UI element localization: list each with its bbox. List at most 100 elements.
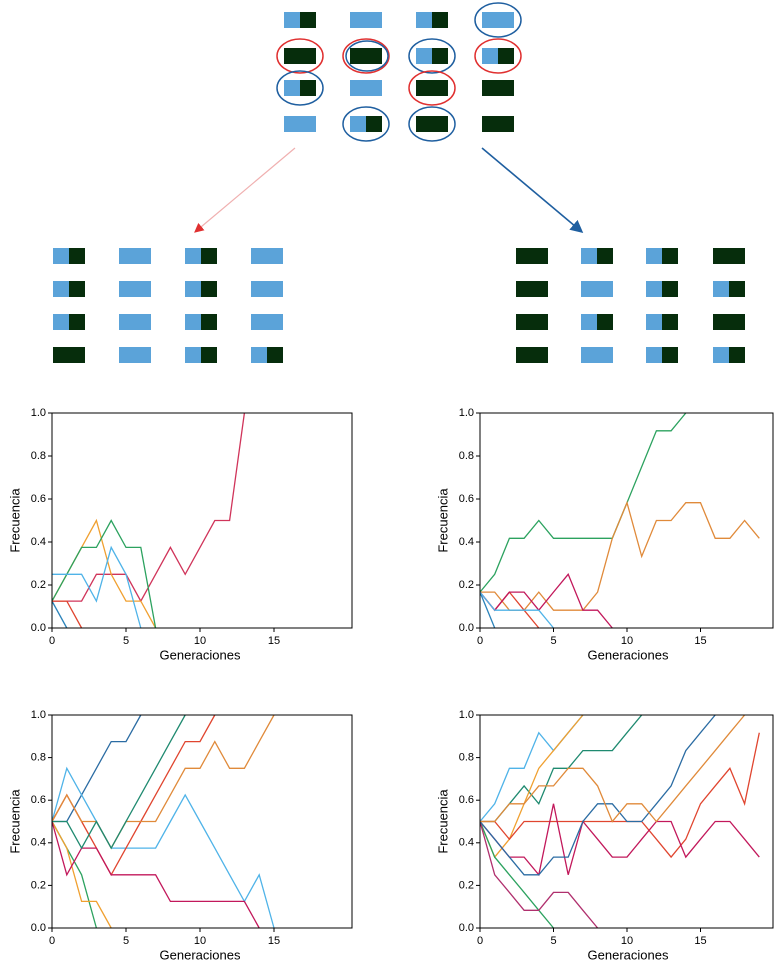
y-tick-label: 1.0: [459, 709, 474, 721]
genotype-Aa-right: [300, 12, 316, 28]
x-axis-label: Generaciones: [160, 647, 241, 662]
y-tick-label: 0.4: [459, 536, 474, 548]
genotype-Aa-right: [662, 248, 678, 264]
y-axis-label: Frecuencia: [7, 488, 22, 553]
x-tick-label: 5: [550, 935, 556, 947]
line-chart: 0510150.00.20.40.60.81.0GeneracionesFrec…: [435, 709, 773, 963]
genotype-Aa-right: [597, 248, 613, 264]
x-tick-label: 10: [194, 635, 206, 647]
genotype-Aa-right: [201, 248, 217, 264]
series-line: [480, 715, 642, 822]
y-tick-label: 0.2: [31, 879, 46, 891]
y-tick-label: 0.0: [31, 622, 46, 634]
y-tick-label: 0.0: [459, 922, 474, 934]
genotype-aa: [416, 116, 448, 132]
series-line: [52, 601, 82, 628]
genotype-AA: [251, 314, 283, 330]
genotype-Aa-right: [597, 314, 613, 330]
genotype-Aa-right: [201, 314, 217, 330]
genotype-Aa-right: [662, 314, 678, 330]
genotype-Aa-left: [185, 248, 201, 264]
x-tick-label: 15: [694, 635, 706, 647]
genotype-Aa-left: [185, 347, 201, 363]
genotype-AA: [251, 248, 283, 264]
genotype-aa: [416, 80, 448, 96]
genotype-aa: [516, 314, 548, 330]
genotype-AA: [119, 281, 151, 297]
genotype-Aa-left: [416, 12, 432, 28]
genotype-Aa-right: [662, 281, 678, 297]
genotype-Aa-right: [432, 12, 448, 28]
genotype-Aa-right: [69, 248, 85, 264]
genotype-Aa-left: [251, 347, 267, 363]
series-line: [52, 822, 259, 929]
genotype-AA: [251, 281, 283, 297]
x-tick-label: 10: [194, 935, 206, 947]
genotype-aa: [53, 347, 85, 363]
y-tick-label: 0.2: [31, 579, 46, 591]
genotype-aa: [516, 248, 548, 264]
genotype-AA: [482, 12, 514, 28]
genotype-Aa-right: [300, 80, 316, 96]
series-line: [52, 547, 141, 628]
series-line: [480, 715, 715, 875]
genotype-Aa-left: [713, 347, 729, 363]
genotype-aa: [516, 281, 548, 297]
x-tick-label: 5: [550, 635, 556, 647]
genotype-AA: [350, 12, 382, 28]
genotype-aa: [713, 248, 745, 264]
y-tick-label: 0.4: [459, 837, 474, 849]
genotype-Aa-right: [366, 116, 382, 132]
x-tick-label: 0: [49, 635, 55, 647]
genotype-AA: [119, 314, 151, 330]
genotype-Aa-left: [646, 314, 662, 330]
x-axis-label: Generaciones: [588, 647, 669, 662]
series-line: [480, 715, 583, 857]
y-tick-label: 0.0: [459, 622, 474, 634]
series-line: [480, 733, 759, 857]
y-tick-label: 0.6: [459, 493, 474, 505]
genotype-Aa-left: [350, 116, 366, 132]
genotype-aa: [284, 48, 316, 64]
x-tick-label: 15: [694, 935, 706, 947]
x-tick-label: 10: [621, 635, 633, 647]
x-tick-label: 0: [477, 935, 483, 947]
y-tick-label: 0.8: [459, 450, 474, 462]
genotype-Aa-left: [416, 48, 432, 64]
genotype-AA: [350, 80, 382, 96]
y-tick-label: 0.0: [31, 922, 46, 934]
genotype-AA: [119, 347, 151, 363]
genotype-Aa-left: [284, 12, 300, 28]
genotype-AA: [581, 347, 613, 363]
genotype-Aa-right: [662, 347, 678, 363]
series-line: [480, 413, 686, 592]
series-line: [480, 592, 495, 628]
y-tick-label: 0.8: [31, 752, 46, 764]
y-axis-label: Frecuencia: [435, 488, 450, 553]
genotype-Aa-right: [729, 347, 745, 363]
genotype-Aa-right: [201, 347, 217, 363]
arrow-left: [195, 148, 295, 232]
y-tick-label: 1.0: [31, 709, 46, 721]
y-tick-label: 0.6: [459, 794, 474, 806]
series-line: [52, 413, 244, 601]
genotype-Aa-left: [482, 48, 498, 64]
y-tick-label: 0.2: [459, 879, 474, 891]
genotype-Aa-left: [185, 281, 201, 297]
x-tick-label: 0: [49, 935, 55, 947]
genotype-Aa-left: [53, 314, 69, 330]
y-tick-label: 0.6: [31, 794, 46, 806]
genotype-aa: [482, 116, 514, 132]
x-tick-label: 5: [123, 635, 129, 647]
x-tick-label: 5: [123, 935, 129, 947]
series-line: [52, 715, 141, 822]
genotype-Aa-left: [646, 347, 662, 363]
y-tick-label: 1.0: [31, 407, 46, 419]
series-line: [52, 715, 215, 875]
y-tick-label: 0.4: [31, 536, 46, 548]
arrow-right: [482, 148, 582, 232]
plot-frame: [480, 413, 773, 628]
